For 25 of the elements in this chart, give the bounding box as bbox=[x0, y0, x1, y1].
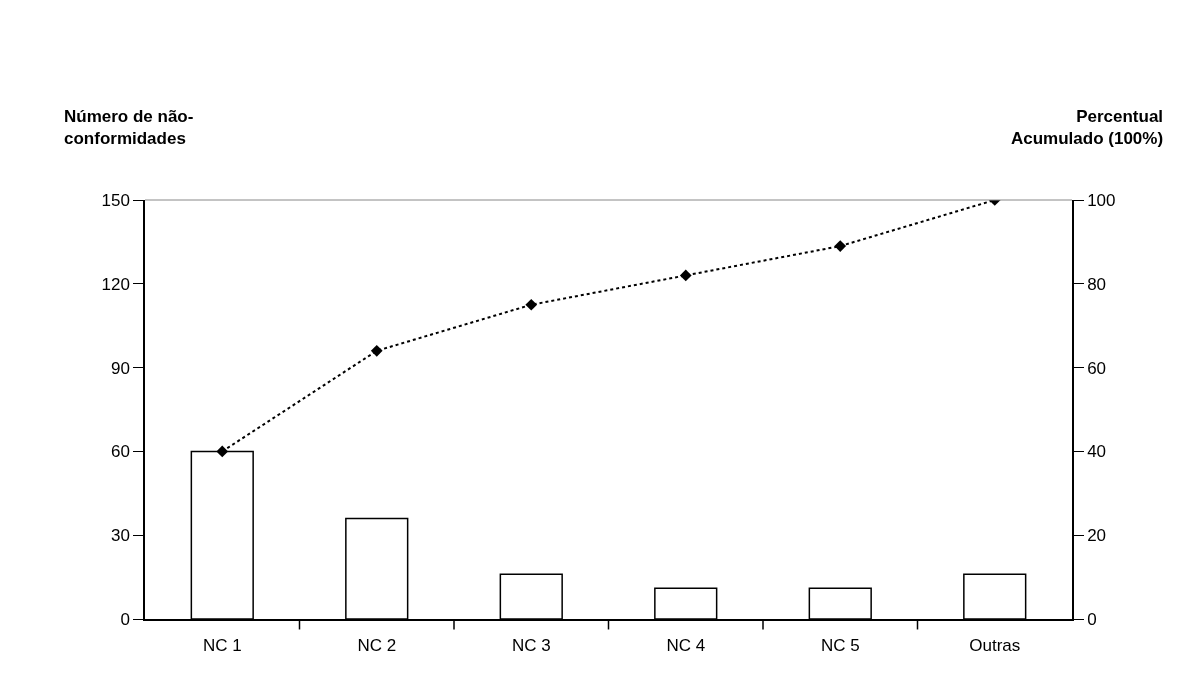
x-tick-label: Outras bbox=[969, 636, 1021, 656]
point bbox=[216, 445, 229, 458]
y2-tick-label: 60 bbox=[1087, 358, 1107, 378]
y2-tick-label: 40 bbox=[1087, 442, 1107, 462]
y-tick-label: 150 bbox=[101, 190, 130, 210]
y2-tick-label: 20 bbox=[1087, 526, 1107, 546]
y-tick-label: 60 bbox=[110, 442, 130, 462]
x-tick-label: NC 5 bbox=[820, 636, 860, 656]
y2-axis-title: Percentual Acumulado (100%) bbox=[1011, 107, 1164, 149]
y-tick-label: 0 bbox=[120, 609, 130, 629]
x-tick-label: NC 1 bbox=[202, 636, 242, 656]
x-tick-label: NC 4 bbox=[666, 636, 706, 656]
y-tick-label: 90 bbox=[110, 358, 130, 378]
point bbox=[834, 240, 847, 252]
y-tick-label: 120 bbox=[101, 274, 130, 294]
y-axis-title: Número de não- conformidades bbox=[64, 107, 194, 149]
x-tick-label: NC 2 bbox=[357, 636, 397, 656]
y2-tick-label: 0 bbox=[1087, 609, 1097, 629]
y-tick-label: 30 bbox=[110, 526, 130, 546]
point bbox=[525, 298, 538, 311]
point bbox=[370, 344, 383, 357]
x-tick-label: NC 3 bbox=[511, 636, 551, 656]
y2-tick-label: 80 bbox=[1087, 274, 1107, 294]
y2-tick-label: 100 bbox=[1087, 190, 1116, 210]
point bbox=[679, 269, 692, 282]
